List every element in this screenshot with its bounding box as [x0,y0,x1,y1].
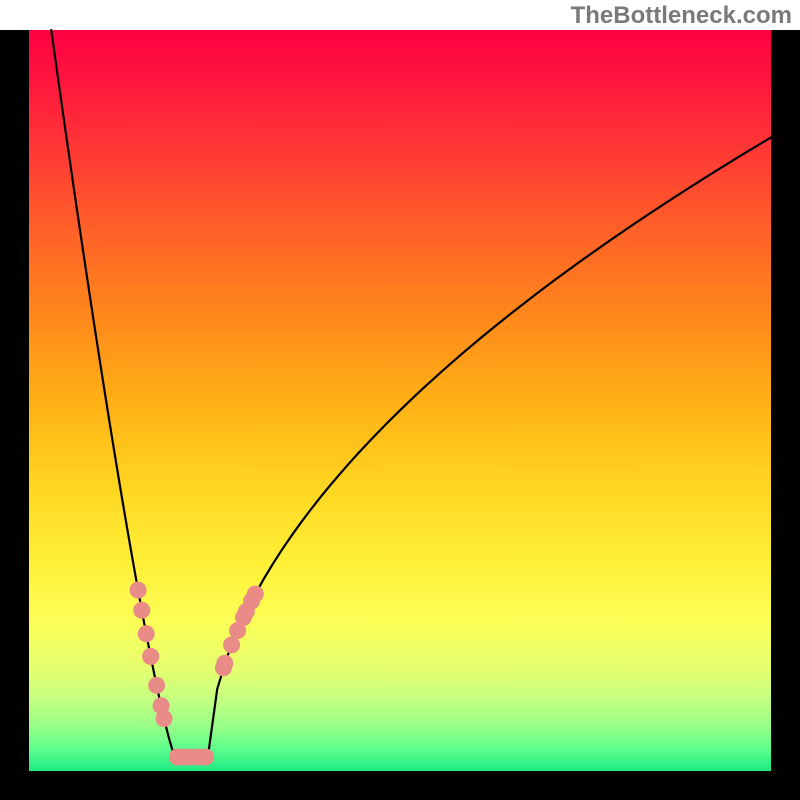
plot-area [0,30,800,800]
data-marker [216,655,233,672]
gradient-background [29,30,771,771]
data-marker [142,648,159,665]
watermark-text: TheBottleneck.com [571,0,800,30]
data-marker [138,625,155,642]
frame-bottom [0,771,800,800]
data-marker [148,677,165,694]
data-marker [247,586,264,603]
frame-right [771,30,800,800]
chart-root: TheBottleneck.com [0,0,800,800]
data-marker [133,602,150,619]
data-marker [197,749,214,766]
data-marker [156,710,173,727]
frame-left [0,30,29,800]
chart-svg [0,0,800,800]
data-marker [130,582,147,599]
